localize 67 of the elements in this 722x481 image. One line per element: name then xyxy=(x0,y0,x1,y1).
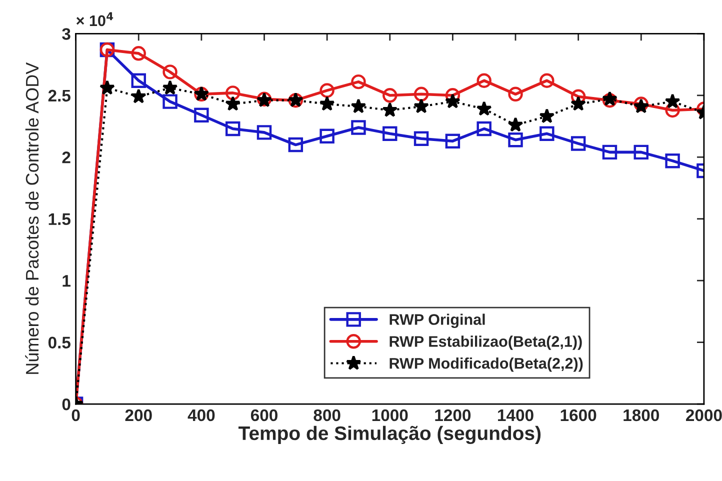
point xyxy=(414,98,429,114)
x-axis-title: Tempo de Simulação (segundos) xyxy=(238,426,541,444)
y-tick-label: 1 xyxy=(62,275,70,287)
point xyxy=(162,64,178,80)
point xyxy=(382,102,398,117)
point xyxy=(350,98,366,114)
x-tick-label: 1200 xyxy=(435,409,471,422)
point xyxy=(288,137,304,152)
point xyxy=(508,116,524,132)
x-tick-label: 1400 xyxy=(498,409,534,422)
point xyxy=(476,73,492,88)
point xyxy=(665,153,680,168)
point xyxy=(414,86,429,102)
legend-label: RWP Original xyxy=(390,314,485,328)
text: × 10$^{4}$ xyxy=(76,12,114,26)
x-tick-label: 800 xyxy=(314,409,340,422)
point xyxy=(225,96,241,111)
point xyxy=(351,74,366,90)
x-tick-label: 1000 xyxy=(372,409,408,422)
point xyxy=(162,94,178,109)
point xyxy=(570,96,586,111)
point xyxy=(665,102,680,118)
point xyxy=(320,128,334,144)
x-tick-label: 400 xyxy=(188,409,215,422)
y-tick-label: 0 xyxy=(62,398,70,410)
point xyxy=(508,86,523,102)
point xyxy=(414,131,429,146)
x-tick-label: 1600 xyxy=(560,409,596,422)
point xyxy=(130,88,146,104)
point xyxy=(256,125,272,140)
point xyxy=(162,80,178,95)
y-tick-label: 1.5 xyxy=(48,213,70,226)
point xyxy=(444,94,460,108)
point xyxy=(131,73,146,88)
point xyxy=(225,121,240,136)
x-tick-label: 0 xyxy=(72,409,80,422)
x-tick-label: 600 xyxy=(250,409,278,422)
point xyxy=(351,120,366,135)
y-tick-label: 3 xyxy=(62,28,70,40)
point xyxy=(570,136,586,151)
legend-label: RWP Modificado(Beta(2,2)) xyxy=(390,358,583,372)
point xyxy=(131,46,146,61)
x-tick-label: 1800 xyxy=(624,409,659,422)
point xyxy=(319,96,335,111)
point xyxy=(508,132,523,148)
point xyxy=(540,126,554,142)
legend-label: RWP Estabilizao(Beta(2,1)) xyxy=(390,336,582,350)
y-tick-label: 2.5 xyxy=(48,90,70,102)
y-tick-label: 0.5 xyxy=(48,336,70,349)
point xyxy=(476,100,492,116)
point xyxy=(100,80,115,95)
point xyxy=(320,83,334,98)
point xyxy=(540,73,554,88)
x-tick-label: 2000 xyxy=(686,409,722,422)
point xyxy=(445,134,460,148)
x-tick-label: 200 xyxy=(125,409,152,422)
point xyxy=(194,108,209,123)
point xyxy=(634,144,648,160)
point xyxy=(476,121,492,136)
point xyxy=(382,88,398,103)
point xyxy=(664,94,680,108)
point xyxy=(225,86,240,100)
point xyxy=(539,108,555,124)
point xyxy=(382,126,398,142)
y-axis-title: Número de Pacotes de Controle AODV xyxy=(25,62,39,374)
point xyxy=(602,144,618,160)
y-tick-label: 2 xyxy=(62,152,70,164)
